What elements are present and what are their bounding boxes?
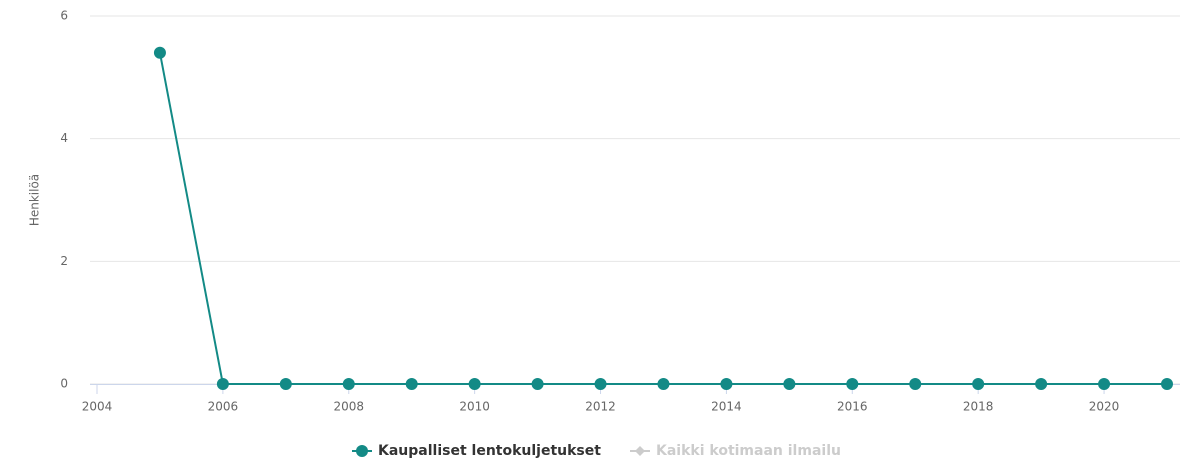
x-tick-label: 2008: [333, 400, 364, 414]
data-point: [1161, 378, 1173, 390]
data-point: [909, 378, 922, 390]
data-point: [342, 378, 355, 390]
data-point: [216, 378, 229, 390]
data-point: [153, 46, 166, 59]
data-point: [594, 378, 607, 390]
legend-symbol: [356, 445, 368, 457]
x-tick-label: 2012: [585, 400, 616, 414]
y-tick-label: 0: [60, 377, 68, 391]
legend-label[interactable]: Kaikki kotimaan ilmailu: [656, 443, 841, 459]
data-point: [846, 378, 859, 390]
data-point: [531, 378, 544, 390]
x-tick-label: 2014: [711, 400, 742, 414]
x-tick-label: 2016: [837, 400, 868, 414]
x-tick-label: 2018: [963, 400, 994, 414]
x-tick-label: 2020: [1089, 400, 1120, 414]
data-point: [405, 378, 418, 390]
y-axis-label: Henkilöä: [28, 174, 42, 226]
data-point: [720, 378, 733, 390]
data-point: [1035, 378, 1048, 390]
data-point: [657, 378, 670, 390]
x-tick-label: 2010: [459, 400, 490, 414]
data-point: [468, 378, 481, 390]
data-point: [279, 378, 292, 390]
x-tick-label: 2004: [82, 400, 113, 414]
x-tick-label: 2006: [208, 400, 239, 414]
legend-symbol: [635, 446, 645, 456]
data-point: [1098, 378, 1111, 390]
legend-label[interactable]: Kaupalliset lentokuljetukset: [378, 443, 601, 459]
y-tick-label: 6: [60, 9, 68, 23]
y-tick-label: 4: [60, 131, 68, 145]
y-tick-label: 2: [60, 254, 68, 268]
data-point: [783, 378, 796, 390]
data-point: [972, 378, 985, 390]
series-line: [158, 52, 1167, 385]
